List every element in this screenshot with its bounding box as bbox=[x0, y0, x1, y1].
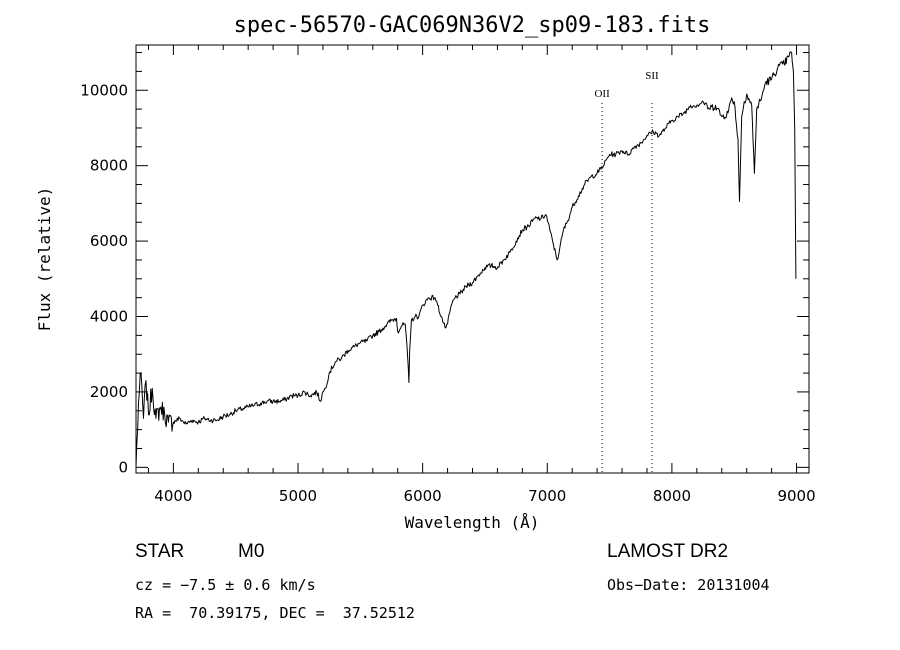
axis-ticks: 4000 5000 6000 7000 8000 9000 0 2000 4000 6000 800… bbox=[80, 45, 816, 505]
x-tick-label: 8000 bbox=[653, 487, 691, 505]
coordinates-readout: RA = 70.39175, DEC = 37.52512 bbox=[135, 604, 415, 622]
spectrum-series bbox=[135, 51, 797, 468]
y-tick-label: 8000 bbox=[90, 157, 128, 175]
redshift-readout: cz = −7.5 ± 0.6 km/s bbox=[135, 576, 316, 594]
subclass: M0 bbox=[238, 541, 265, 562]
x-tick-label: 9000 bbox=[777, 487, 815, 505]
emission-line-markers: OII SII bbox=[594, 70, 659, 473]
object-class: STAR bbox=[135, 541, 185, 562]
x-tick-label: 4000 bbox=[154, 487, 192, 505]
survey-name: LAMOST DR2 bbox=[607, 541, 729, 562]
plot-frame bbox=[135, 44, 810, 474]
chart-title: spec-56570-GAC069N36V2_sp09-183.fits bbox=[234, 13, 711, 38]
observation-date: Obs−Date: 20131004 bbox=[607, 576, 770, 594]
x-axis-label: Wavelength (Å) bbox=[405, 513, 540, 532]
x-tick-label: 7000 bbox=[528, 487, 566, 505]
y-tick-label: 4000 bbox=[90, 308, 128, 326]
spectrum-line bbox=[135, 51, 797, 468]
y-tick-label: 0 bbox=[118, 458, 128, 476]
x-tick-label: 6000 bbox=[404, 487, 442, 505]
y-tick-label: 6000 bbox=[90, 232, 128, 250]
line-label-sii: SII bbox=[645, 70, 659, 82]
y-axis-label: Flux (relative) bbox=[35, 187, 54, 332]
y-tick-label: 2000 bbox=[90, 383, 128, 401]
x-tick-label: 5000 bbox=[279, 487, 317, 505]
y-tick-label: 10000 bbox=[80, 81, 128, 99]
line-label-oii: OII bbox=[594, 88, 610, 100]
